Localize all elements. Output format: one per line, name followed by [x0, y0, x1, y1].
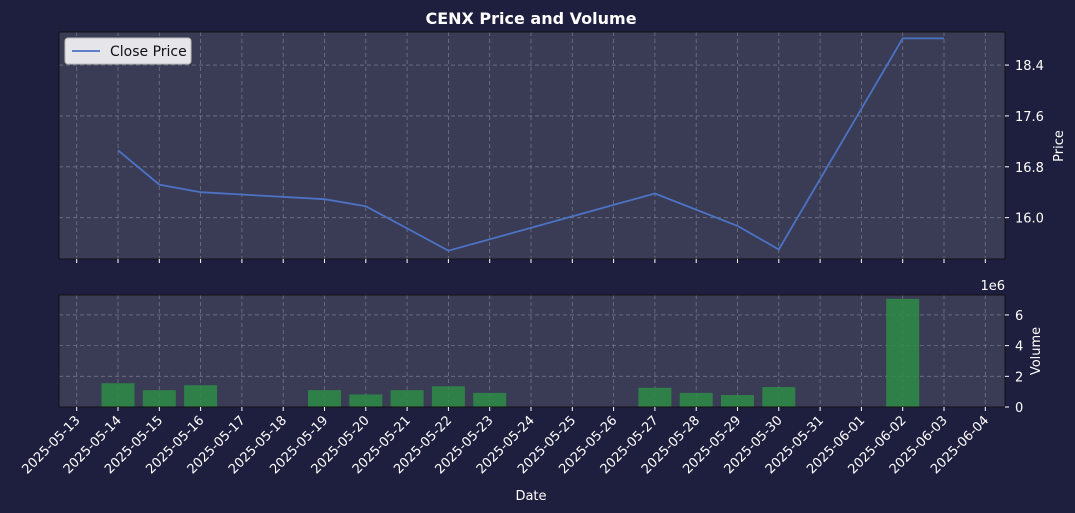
volume-bar — [721, 395, 754, 407]
volume-y-tick-label: 0 — [1015, 401, 1023, 416]
price-y-tick-label: 17.6 — [1015, 110, 1044, 125]
volume-scale-label: 1e6 — [980, 279, 1005, 294]
volume-bar — [762, 387, 796, 407]
volume-bar — [638, 387, 672, 407]
volume-bar — [390, 390, 424, 407]
price-y-tick-label: 16.8 — [1015, 161, 1044, 176]
volume-y-tick-label: 6 — [1015, 309, 1023, 324]
price-series — [117, 37, 944, 252]
price-y-axis-label: Price — [1052, 130, 1067, 162]
close-price-line — [117, 37, 944, 252]
volume-bar — [308, 390, 341, 407]
volume-plot-frame — [58, 294, 1006, 408]
volume-bar — [101, 383, 135, 407]
volume-bar — [349, 394, 383, 407]
volume-bar — [473, 392, 507, 407]
volume-y-axis-label: Volume — [1029, 327, 1044, 375]
price-y-ticks: 16.0 16.8 17.6 18.4 — [1005, 59, 1044, 227]
volume-y-tick-label: 2 — [1015, 370, 1023, 385]
volume-y-ticks: 0 2 4 6 — [1005, 309, 1023, 416]
volume-bar — [886, 298, 920, 407]
price-x-tick-marks — [76, 259, 986, 263]
volume-y-tick-label: 4 — [1015, 340, 1023, 355]
price-plot-area — [59, 32, 1005, 259]
price-y-tick-label: 16.0 — [1015, 212, 1044, 227]
volume-bar — [431, 386, 465, 407]
legend-label: Close Price — [110, 44, 187, 60]
volume-bars — [101, 298, 920, 407]
price-panel: 16.0 16.8 17.6 18.4 Price Close Price — [58, 31, 1067, 263]
price-plot-frame — [58, 31, 1006, 260]
volume-bar — [184, 385, 218, 407]
legend-box — [64, 37, 192, 65]
chart-title: CENX Price and Volume — [425, 9, 636, 28]
x-axis-label: Date — [515, 489, 546, 504]
price-grid — [59, 32, 1005, 259]
price-legend: Close Price — [64, 37, 192, 65]
price-y-tick-label: 18.4 — [1015, 59, 1044, 74]
volume-bar — [142, 390, 176, 407]
volume-bar — [679, 392, 713, 407]
